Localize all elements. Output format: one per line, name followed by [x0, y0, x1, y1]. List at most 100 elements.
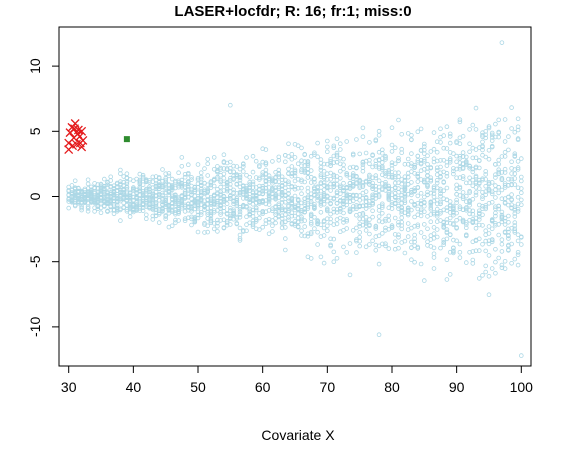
data-point [405, 221, 411, 226]
data-point [379, 160, 385, 165]
data-point [447, 272, 453, 277]
data-point [344, 226, 350, 231]
data-point [186, 181, 191, 187]
data-point [421, 235, 427, 240]
data-point [519, 353, 524, 358]
data-point [231, 211, 236, 217]
data-point [483, 228, 489, 234]
data-point [515, 262, 521, 268]
data-point [389, 223, 395, 228]
data-point [140, 182, 146, 188]
data-point [431, 225, 437, 230]
data-point [438, 140, 443, 145]
data-point [402, 238, 408, 244]
data-point [447, 199, 453, 204]
data-point [431, 231, 437, 237]
data-point [512, 230, 518, 235]
data-point [341, 156, 346, 162]
data-point [425, 184, 430, 190]
data-point [121, 194, 126, 200]
data-point [160, 182, 165, 188]
data-point [315, 140, 320, 146]
data-point [441, 145, 447, 151]
data-point [102, 203, 107, 209]
data-point [451, 237, 456, 243]
data-point [231, 190, 236, 195]
data-point [228, 222, 233, 227]
data-point [515, 206, 521, 212]
data-point [279, 192, 285, 198]
data-point [350, 171, 356, 176]
data-point [237, 175, 243, 181]
data-point [480, 223, 485, 228]
data-point [460, 154, 466, 159]
data-point [379, 241, 385, 247]
data-point [302, 179, 308, 185]
data-point [431, 146, 437, 152]
data-point [312, 150, 317, 156]
data-point [124, 187, 130, 192]
data-point [392, 174, 398, 180]
data-point [202, 189, 207, 194]
data-point [279, 197, 285, 202]
data-point [118, 218, 123, 223]
data-point [496, 169, 502, 175]
data-point [66, 205, 71, 211]
data-point [260, 189, 266, 194]
data-point [405, 234, 411, 239]
data-point [509, 192, 514, 197]
data-point [409, 225, 414, 231]
data-point [108, 178, 113, 183]
data-point [253, 194, 259, 199]
data-point [224, 219, 230, 224]
data-point [405, 211, 411, 217]
data-point [502, 222, 508, 227]
y-axis: -10 -5 0 5 10 [27, 58, 60, 337]
data-point [460, 133, 466, 139]
data-point [137, 180, 143, 185]
data-point [373, 226, 379, 231]
data-point [451, 250, 456, 256]
data-point [215, 224, 220, 229]
data-point [205, 216, 211, 221]
data-point [312, 176, 317, 181]
data-point [434, 197, 440, 203]
data-point [421, 158, 427, 164]
data-point [189, 206, 194, 212]
data-point [396, 189, 401, 195]
data-point [425, 173, 430, 179]
data-point [399, 215, 405, 221]
data-point [470, 249, 476, 254]
data-point [263, 160, 269, 166]
data-point [389, 166, 395, 171]
data-point [208, 220, 214, 226]
data-point [402, 250, 408, 256]
data-point [85, 204, 91, 209]
data-point [328, 236, 333, 242]
data-point [515, 137, 521, 143]
data-point [386, 213, 392, 219]
data-point [224, 188, 230, 194]
data-point [496, 203, 502, 209]
data-point [292, 155, 298, 160]
data-point [467, 175, 472, 181]
x-tick-label: 100 [510, 379, 534, 395]
data-point [357, 238, 363, 244]
data-point [438, 201, 443, 207]
data-point [502, 215, 508, 221]
data-point [502, 183, 508, 188]
x-tick-label: 60 [255, 379, 271, 395]
data-point [295, 143, 301, 149]
data-point [137, 184, 143, 190]
data-point [302, 209, 308, 215]
data-point [441, 180, 447, 185]
data-point [357, 230, 363, 235]
data-point [399, 181, 405, 187]
data-point [425, 162, 430, 167]
data-point [260, 186, 266, 191]
data-point [308, 199, 314, 205]
data-point [386, 183, 392, 189]
data-point [444, 277, 450, 282]
data-point [318, 254, 324, 260]
data-point [493, 259, 498, 265]
